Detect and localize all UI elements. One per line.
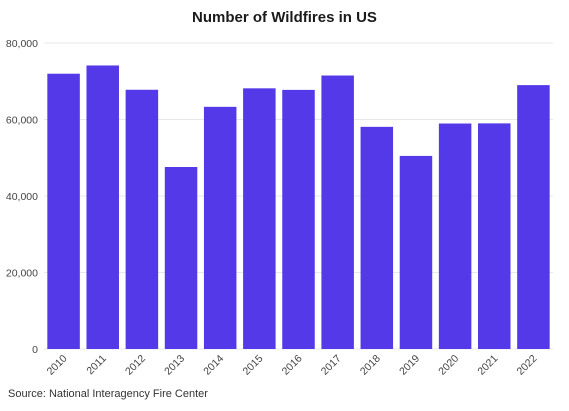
x-tick-label: 2012	[123, 353, 148, 378]
x-tick-label: 2014	[201, 353, 226, 378]
bar-2013	[164, 167, 198, 349]
x-tick-label: 2020	[436, 353, 461, 378]
y-tick-label: 20,000	[6, 268, 38, 280]
bar-2018	[360, 126, 394, 350]
bar-2015	[243, 88, 276, 350]
x-tick-label: 2013	[162, 353, 187, 378]
bar-2014	[203, 106, 237, 349]
bar-2011	[86, 65, 119, 349]
x-tick-label: 2018	[358, 353, 383, 378]
bar-2019	[399, 155, 433, 349]
bar-2012	[125, 89, 159, 349]
y-tick-label: 80,000	[6, 38, 38, 50]
source-note: Source: National Interagency Fire Center	[8, 388, 208, 400]
x-axis-ticks: 2010 2011 2012 2013 2014 2015 2016 2017 2018 2019…	[45, 353, 540, 378]
bar-2020	[438, 123, 472, 349]
x-tick-label: 2021	[475, 353, 500, 378]
x-tick-label: 2015	[240, 353, 265, 378]
chart-title: Number of Wildfires in US	[192, 9, 377, 26]
bar-2016	[282, 89, 315, 349]
bar-2022	[517, 85, 550, 349]
y-tick-label: 40,000	[6, 191, 38, 203]
bar-2010	[47, 73, 80, 349]
x-tick-label: 2017	[319, 353, 344, 378]
bar-2021	[478, 123, 511, 349]
y-axis-ticks: 0 20,000 40,000 60,000 80,000	[6, 38, 38, 356]
bars	[47, 65, 550, 350]
y-tick-label: 60,000	[6, 115, 38, 127]
x-tick-label: 2019	[397, 353, 422, 378]
x-tick-label: 2022	[515, 353, 540, 378]
bar-2017	[321, 75, 354, 349]
y-tick-label: 0	[32, 344, 38, 356]
x-tick-label: 2010	[45, 353, 70, 378]
x-tick-label: 2011	[84, 353, 109, 378]
x-tick-label: 2016	[280, 353, 305, 378]
